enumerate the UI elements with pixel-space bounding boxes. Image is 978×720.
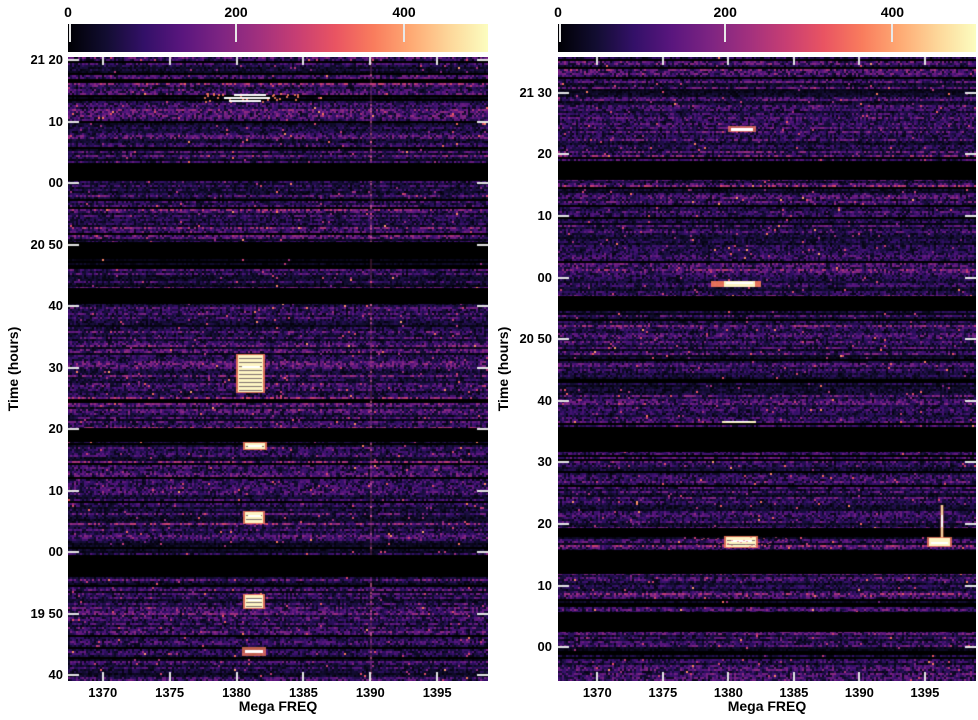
y-tick-label: 40 bbox=[48, 667, 63, 683]
x-tick-label: 1385 bbox=[288, 685, 318, 700]
x-tick-label: 1380 bbox=[222, 685, 251, 700]
x-tick-label: 1385 bbox=[779, 685, 809, 700]
colorbar-left bbox=[68, 24, 488, 52]
colorbar-right bbox=[558, 24, 976, 52]
y-tick-label: 10 bbox=[48, 482, 63, 498]
x-tick-label: 1395 bbox=[422, 685, 452, 700]
y-tick-label: 00 bbox=[537, 639, 552, 655]
x-tick-label: 1370 bbox=[88, 685, 118, 700]
y-tick-label: 19 50 bbox=[30, 605, 63, 621]
y-tick-label: 21 20 bbox=[30, 52, 63, 68]
y-tick-label: 10 bbox=[537, 207, 552, 223]
x-tick-label: 1380 bbox=[713, 685, 743, 700]
x-tick-label: 1395 bbox=[910, 685, 940, 700]
colorbar-tick-label: 400 bbox=[880, 4, 905, 20]
left-spectrogram-canvas bbox=[68, 57, 488, 681]
colorbar-tick bbox=[403, 24, 405, 42]
colorbar-tick-label: 0 bbox=[554, 4, 562, 20]
y-tick-label: 10 bbox=[48, 113, 63, 129]
y-tick-label: 00 bbox=[48, 175, 63, 191]
y-tick-label: 30 bbox=[48, 359, 63, 375]
y-tick-label: 10 bbox=[537, 577, 552, 593]
y-axis-title-left: Time (hours) bbox=[5, 326, 21, 412]
y-tick-label: 00 bbox=[48, 544, 63, 560]
x-tick-label: 1390 bbox=[844, 685, 874, 700]
y-tick-label: 21 30 bbox=[519, 84, 552, 100]
x-tick-label: 1390 bbox=[355, 685, 385, 700]
colorbar-tick-label: 200 bbox=[713, 4, 737, 20]
y-tick-label: 20 bbox=[48, 421, 63, 437]
x-axis-title-right: Mega FREQ bbox=[727, 698, 807, 714]
y-tick-label: 00 bbox=[537, 269, 552, 285]
y-tick-label: 40 bbox=[537, 392, 552, 408]
colorbar-tick-label: 200 bbox=[224, 4, 248, 20]
x-axis-title-left: Mega FREQ bbox=[238, 698, 318, 714]
y-tick-label: 20 50 bbox=[519, 331, 552, 347]
y-tick-label: 40 bbox=[48, 298, 63, 314]
colorbar-tick bbox=[559, 24, 561, 42]
colorbar-tick-label: 400 bbox=[392, 4, 416, 20]
right-spectrogram-canvas bbox=[558, 57, 976, 681]
y-axis-title-right: Time (hours) bbox=[495, 326, 511, 412]
y-tick-label: 30 bbox=[537, 454, 552, 470]
x-tick-label: 1370 bbox=[582, 685, 612, 700]
y-tick-label: 20 bbox=[537, 146, 552, 162]
x-tick-label: 1375 bbox=[155, 685, 185, 700]
colorbar-tick bbox=[724, 24, 727, 42]
colorbar-tick bbox=[891, 24, 894, 42]
colorbar-tick-label: 0 bbox=[64, 4, 72, 20]
y-tick-label: 20 bbox=[537, 515, 552, 531]
x-tick-label: 1375 bbox=[648, 685, 678, 700]
y-tick-label: 20 50 bbox=[30, 236, 63, 252]
colorbar-tick bbox=[235, 24, 237, 42]
colorbar-tick bbox=[69, 24, 71, 42]
